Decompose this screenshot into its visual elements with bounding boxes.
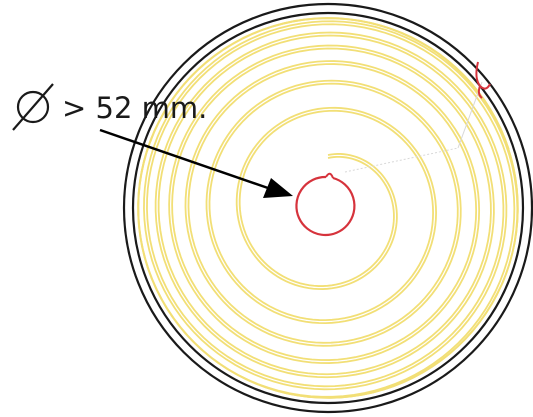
film-spiral-outer-edge [137, 17, 519, 399]
arrow-head [263, 178, 293, 198]
outer-end-hook [475, 61, 491, 99]
guide-line [344, 147, 459, 173]
core-circle [295, 175, 356, 237]
film-spiral [137, 17, 519, 399]
outer-ring-outer [122, 2, 533, 414]
outer-ring-inner [131, 11, 525, 405]
arrow-line [99, 128, 269, 190]
core-hook [325, 172, 334, 179]
diameter-label: > 52 mm. [62, 91, 207, 125]
diameter-symbol-icon [12, 83, 54, 131]
